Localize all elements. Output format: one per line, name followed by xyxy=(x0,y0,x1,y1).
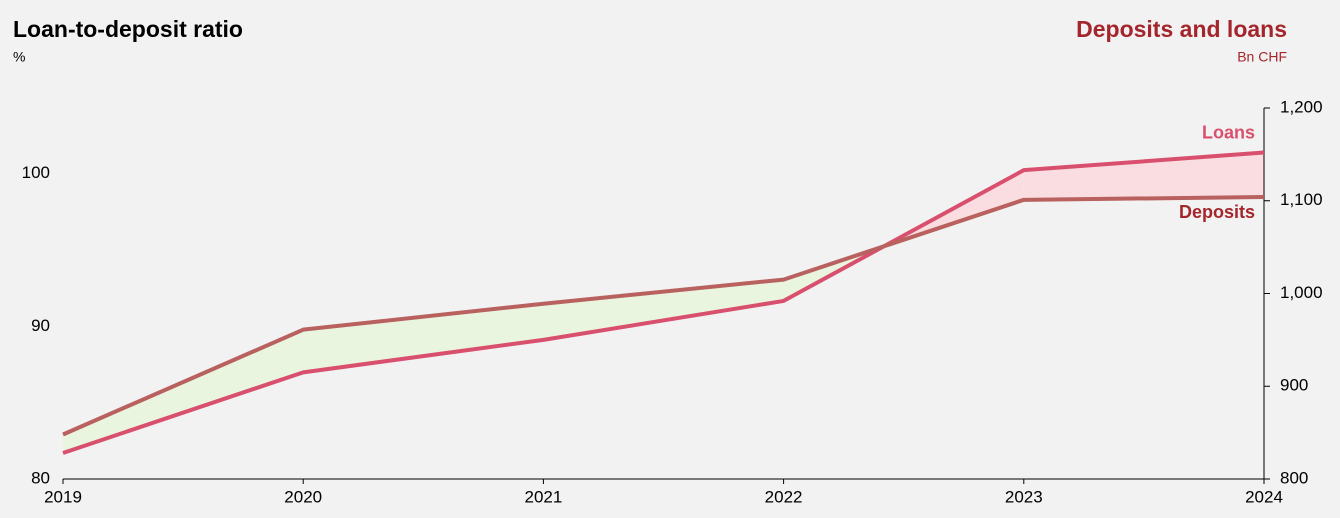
gap-fill xyxy=(543,279,784,340)
gap-fill xyxy=(303,303,544,373)
series-label: Loans xyxy=(1202,122,1255,142)
y2-tick-label: 1,000 xyxy=(1280,283,1323,302)
y-tick-label: 90 xyxy=(31,316,50,335)
x-tick-label: 2021 xyxy=(524,487,562,506)
chart-title: Loan-to-deposit ratio xyxy=(13,16,243,42)
gap-fill xyxy=(1023,152,1264,200)
x-tick-label: 2024 xyxy=(1245,487,1283,506)
gap-fill xyxy=(63,329,304,454)
x-tick-label: 2019 xyxy=(44,487,82,506)
series-line xyxy=(62,195,1265,437)
y2-tick-label: 800 xyxy=(1280,468,1308,487)
y2-axis-unit: Bn CHF xyxy=(1237,49,1287,65)
x-tick-label: 2022 xyxy=(765,487,803,506)
y2-tick-label: 1,100 xyxy=(1280,190,1323,209)
y2-tick-label: 1,200 xyxy=(1280,97,1323,116)
y-tick-label: 80 xyxy=(31,468,50,487)
series-label: Deposits xyxy=(1179,202,1255,222)
series-line xyxy=(62,150,1265,455)
y2-axis-title: Deposits and loans xyxy=(1076,16,1287,42)
y-tick-label: 100 xyxy=(22,163,50,182)
y-axis-unit: % xyxy=(13,49,25,65)
y2-tick-label: 900 xyxy=(1280,376,1308,395)
x-tick-label: 2023 xyxy=(1005,487,1043,506)
x-tick-label: 2020 xyxy=(284,487,322,506)
